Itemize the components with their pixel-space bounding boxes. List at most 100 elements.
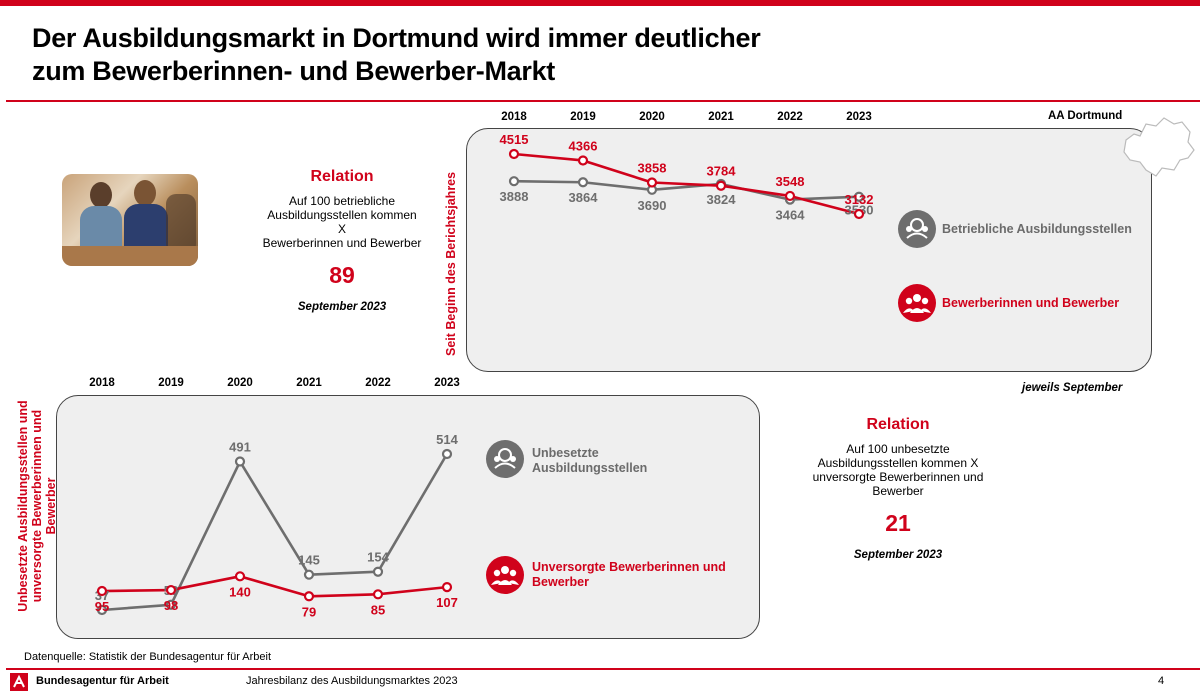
data-label: 107 [436, 595, 458, 610]
top-axis-label: Seit Beginn des Berichtsjahres [444, 171, 458, 356]
data-label: 3864 [569, 190, 599, 205]
year-tick-label: 2019 [570, 111, 596, 123]
data-label: 98 [164, 598, 178, 613]
data-point [853, 208, 865, 220]
data-point [303, 569, 315, 580]
relation-bottom-date: September 2023 [853, 549, 943, 561]
legend-bottom-bewerber-line: Bewerber [532, 575, 589, 589]
data-label: 3784 [707, 164, 737, 179]
data-label: 140 [229, 584, 251, 599]
data-point [441, 448, 453, 460]
relation-top-text: Auf 100 betriebliche Ausbildungsstellen … [262, 194, 422, 250]
bottom-axis-label-line: unversorgte Bewerberinnen und [30, 409, 44, 603]
relation-bottom-text: Auf 100 unbesetzte Ausbildungsstellen ko… [808, 442, 988, 498]
group-search-icon [898, 210, 936, 248]
people-group-icon [486, 556, 524, 594]
relation-bottom-heading: Relation [866, 416, 930, 433]
footer-org: Bundesagentur für Arbeit [36, 675, 169, 687]
year-tick-label: 2018 [89, 377, 115, 389]
legend-bottom-bewerber: Unversorgte Bewerberinnen und Bewerber [532, 560, 726, 590]
data-point [784, 190, 796, 202]
data-label: 3132 [845, 192, 874, 207]
data-point [234, 571, 246, 582]
data-point [303, 591, 315, 602]
data-label: 3690 [638, 198, 667, 213]
legend-bottom-stellen-line: Ausbildungsstellen [532, 461, 648, 475]
people-group-icon [898, 284, 936, 322]
year-tick-label: 2021 [708, 111, 734, 123]
data-point [508, 148, 520, 160]
relation-top-text-line: Ausbildungsstellen kommen X [267, 208, 417, 236]
data-label: 79 [302, 604, 316, 619]
legend-bottom-stellen-line: Unbesetzte [532, 446, 599, 460]
data-point [853, 191, 865, 202]
year-tick-label: 2022 [777, 111, 803, 123]
data-label: 3464 [776, 208, 806, 223]
legend-top-stellen: Betriebliche Ausbildungsstellen [942, 222, 1132, 236]
data-point [165, 599, 177, 610]
relation-bottom-value: 21 [885, 510, 911, 536]
apprentice-photo [62, 174, 198, 266]
relation-top: Relation Auf 100 betriebliche Ausbildung… [262, 168, 422, 313]
relation-bottom: Relation Auf 100 unbesetzte Ausbildungss… [808, 416, 988, 561]
top-chart-panel [466, 128, 1152, 372]
data-label: 154 [367, 550, 389, 565]
data-point [96, 604, 108, 616]
title-line-2: zum Bewerberinnen- und Bewerber-Markt [32, 56, 555, 86]
bottom-axis-label-line: Unbesetzte Ausbildungsstellen und [16, 400, 30, 612]
page-title: Der Ausbildungsmarkt in Dortmund wird im… [32, 22, 761, 88]
data-point [234, 456, 246, 467]
legend-bottom-stellen: Unbesetzte Ausbildungsstellen [532, 446, 647, 476]
data-point [165, 584, 177, 596]
dortmund-map-icon [1123, 117, 1195, 177]
data-point [715, 180, 727, 191]
data-label: 85 [371, 602, 385, 617]
data-label: 145 [298, 553, 320, 568]
data-point [96, 585, 108, 597]
year-tick-label: 2019 [158, 377, 184, 389]
data-label: 514 [436, 432, 458, 447]
year-tick-label: 2018 [501, 111, 527, 123]
year-tick-label: 2022 [365, 377, 391, 389]
year-tick-label: 2020 [227, 377, 253, 389]
data-label: 491 [229, 440, 251, 455]
relation-top-heading: Relation [310, 168, 374, 185]
ba-logo-icon [10, 673, 28, 691]
relation-top-text-line: Bewerberinnen und Bewerber [262, 236, 422, 250]
series-line [101, 575, 448, 598]
relation-top-value: 89 [329, 262, 355, 288]
footer-divider [6, 668, 1200, 670]
relation-bottom-text-line: unversorgte Bewerberinnen und [812, 470, 984, 484]
legend-bottom-bewerber-line: Unversorgte Bewerberinnen und [532, 560, 726, 574]
data-label: 3888 [500, 189, 529, 204]
footer-center-title: Jahresbilanz des Ausbildungsmarktes 2023 [246, 675, 458, 687]
title-divider [6, 100, 1200, 102]
top-line-chart: 2018 2019 2020 2021 2022 2023 3888 3864 3690 3824… [500, 111, 874, 223]
group-search-icon [486, 440, 524, 478]
legend-top-bewerber: Bewerberinnen und Bewerber [942, 296, 1120, 310]
bottom-axis-label: Unbesetzte Ausbildungsstellen und unvers… [16, 396, 58, 616]
note-jeweils-september: jeweils September [1022, 382, 1123, 394]
year-tick-label: 2020 [639, 111, 665, 123]
data-label: 95 [95, 599, 109, 614]
relation-bottom-text-line: Ausbildungsstellen kommen X [817, 456, 979, 470]
data-label: 3824 [707, 192, 737, 207]
data-point [646, 177, 658, 188]
data-label: 4366 [569, 138, 598, 153]
series-line [513, 152, 860, 216]
data-source: Datenquelle: Statistik der Bundesagentur… [24, 651, 272, 663]
data-label: 3548 [776, 174, 805, 189]
relation-bottom-text-line: Bewerber [872, 484, 924, 498]
data-point [508, 176, 520, 187]
relation-top-text-line: Auf 100 betriebliche [288, 194, 396, 208]
data-label: 4515 [500, 132, 529, 147]
relation-top-date: September 2023 [297, 301, 387, 313]
bottom-line-chart: 2018201920202021202220233753491145154514… [89, 377, 460, 619]
year-tick-label: 2023 [846, 111, 872, 123]
top-accent-bar [0, 0, 1200, 6]
data-point [372, 566, 384, 577]
year-tick-label: 2021 [296, 377, 322, 389]
title-line-1: Der Ausbildungsmarkt in Dortmund wird im… [32, 23, 761, 53]
series-line [101, 453, 449, 612]
year-tick-label: 2023 [434, 377, 460, 389]
